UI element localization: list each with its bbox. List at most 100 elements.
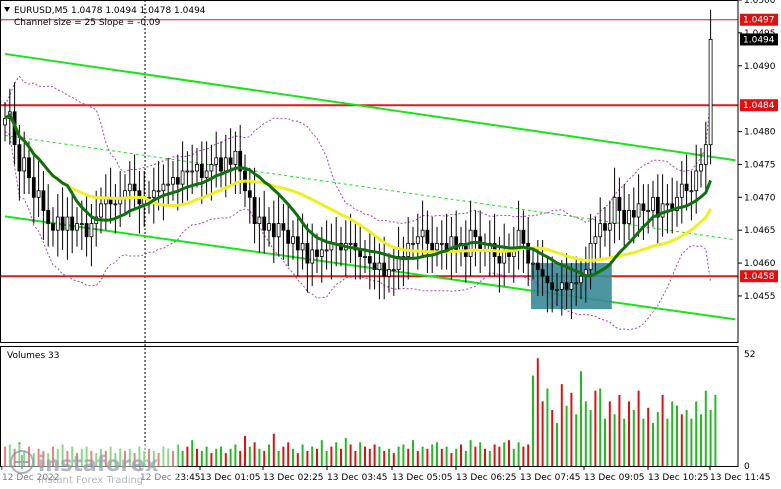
- candle-body: [51, 223, 55, 231]
- candle-body: [598, 223, 603, 238]
- candle-body: [660, 203, 665, 218]
- moving-averages: [4, 112, 712, 278]
- candle-body: [209, 164, 214, 172]
- candle-body: [175, 177, 180, 185]
- candle-body: [17, 144, 22, 172]
- price-label-bg: [740, 270, 778, 283]
- candle-body: [238, 150, 243, 172]
- candle-body: [84, 223, 89, 238]
- candle-body: [295, 236, 300, 251]
- candle-body: [699, 164, 703, 172]
- candle-body: [531, 262, 535, 265]
- candle-body: [694, 170, 699, 192]
- candle-body: [367, 256, 372, 264]
- candle-body: [617, 196, 622, 211]
- volumes-label: Volumes 33: [7, 351, 59, 361]
- volume-tick-label: 0: [744, 462, 750, 472]
- candle-body: [286, 229, 291, 244]
- candle-body: [315, 249, 319, 257]
- candle-body: [161, 183, 166, 192]
- candle-body: [612, 196, 617, 225]
- candle-body: [526, 242, 531, 264]
- candle-body: [319, 249, 324, 257]
- candle-body: [603, 223, 607, 231]
- volume-bars: [4, 358, 717, 466]
- candle-body: [708, 39, 713, 146]
- candle-body: [684, 183, 689, 192]
- x-tick-label: 12 Dec 23:45: [140, 473, 201, 483]
- x-tick-label: 13 Dec 07:45: [520, 473, 581, 483]
- x-tick-label: 13 Dec 01:05: [200, 473, 261, 483]
- candle-body: [675, 196, 679, 211]
- candle-body: [199, 164, 204, 178]
- candle-body: [75, 223, 79, 231]
- volume-tick-label: 52: [744, 350, 755, 360]
- band-lower: [4, 131, 712, 331]
- candle-body: [267, 223, 271, 231]
- candle-body: [622, 210, 627, 225]
- candle-body: [564, 282, 569, 290]
- candle-body: [473, 229, 478, 238]
- price-label-bg: [740, 99, 778, 112]
- candle-body: [228, 157, 233, 165]
- candle-body: [271, 223, 276, 238]
- candle-body: [36, 190, 41, 198]
- candle-body: [655, 196, 660, 218]
- candle-body: [60, 216, 65, 231]
- candle-body: [89, 223, 94, 238]
- candle-body: [689, 190, 694, 193]
- horizontal-levels: [0, 19, 738, 278]
- ma-fast-line: [4, 112, 712, 278]
- candle-body: [540, 269, 545, 277]
- price-label: 1.0484: [743, 101, 775, 111]
- candle-body: [22, 157, 27, 172]
- watermark: instaforex Instant Forex Trading: [2, 444, 178, 486]
- candle-body: [195, 164, 199, 172]
- collapse-triangle-icon[interactable]: [4, 7, 10, 12]
- candle-body: [281, 223, 286, 231]
- candle-body: [651, 196, 655, 211]
- candle-body: [348, 242, 353, 245]
- candle-body: [391, 269, 396, 272]
- channel-info: Channel size = 25 Slope = -0.09: [14, 18, 161, 28]
- candle-body: [550, 282, 555, 290]
- envelope-bands: [4, 75, 712, 331]
- watermark-tagline: Instant Forex Trading: [38, 475, 143, 486]
- candle-body: [387, 269, 391, 277]
- candle-body: [636, 203, 641, 218]
- candle-body: [190, 170, 195, 173]
- x-tick-label: 13 Dec 02:25: [263, 473, 324, 483]
- y-tick-label: 1.0465: [744, 226, 776, 236]
- candle-body: [276, 223, 281, 238]
- instaforex-logo-icon: [10, 450, 34, 474]
- price-label-bg: [740, 13, 778, 26]
- x-tick-label: 13 Dec 11:45: [710, 473, 771, 483]
- candle-body: [363, 256, 367, 258]
- candle-body: [497, 256, 502, 264]
- candle-body: [665, 203, 670, 206]
- candle-body: [41, 190, 46, 211]
- candle-body: [569, 282, 574, 290]
- candle-body: [113, 203, 118, 206]
- candle-body: [324, 249, 329, 252]
- candle-body: [535, 262, 540, 271]
- y-tick-label: 1.0470: [744, 193, 776, 203]
- candle-body: [679, 183, 684, 198]
- channel-mid-line: [4, 134, 736, 241]
- candle-body: [151, 190, 156, 198]
- candle-body: [46, 210, 51, 225]
- x-tick-label: 13 Dec 09:05: [584, 473, 645, 483]
- x-tick-label: 13 Dec 03:45: [327, 473, 388, 483]
- candle-body: [521, 229, 526, 244]
- candle-body: [99, 203, 103, 218]
- candle-body: [593, 236, 598, 244]
- candle-body: [415, 236, 420, 244]
- y-tick-label: 1.0475: [744, 160, 776, 170]
- volume-pane-frame: [0, 346, 739, 467]
- candle-body: [382, 262, 387, 277]
- watermark-brand: instaforex: [38, 452, 159, 476]
- y-tick-label: 1.0500: [744, 0, 776, 6]
- candle-body: [127, 183, 132, 192]
- candle-body: [300, 242, 305, 251]
